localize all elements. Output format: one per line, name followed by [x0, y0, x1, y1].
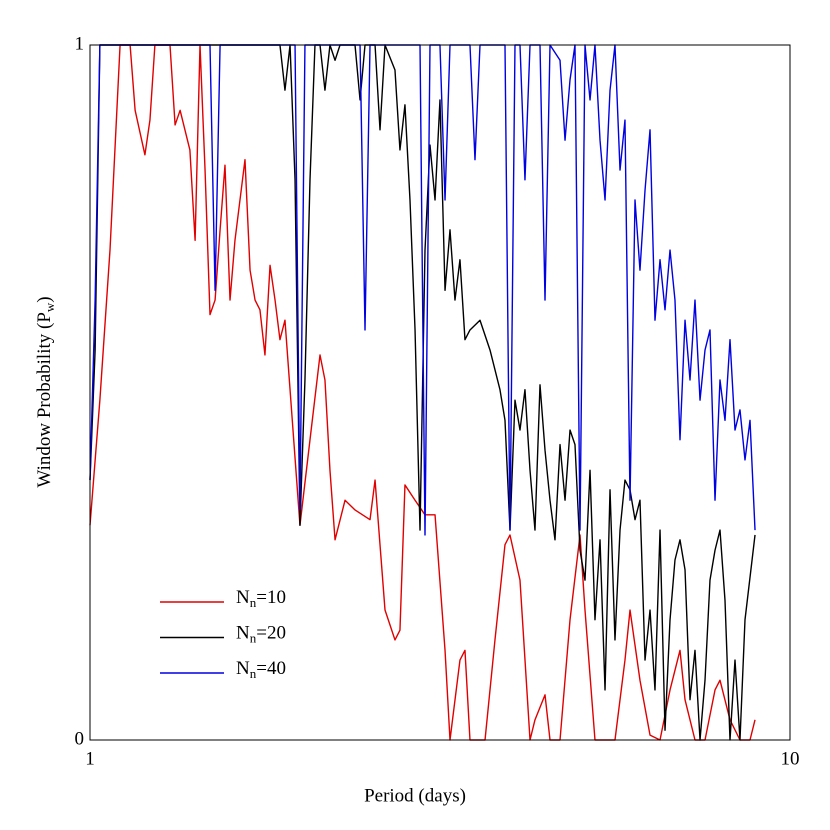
- legend-label: Nn=10: [236, 587, 286, 610]
- series-line: [89, 44, 756, 741]
- y-axis-label: Window Probability (Pw): [34, 296, 57, 487]
- y-tick-label: 0: [75, 728, 85, 749]
- y-tick-label: 1: [75, 33, 85, 54]
- x-axis-label: Period (days): [364, 785, 466, 806]
- x-tick-label: 1: [85, 748, 95, 769]
- legend-label: Nn=40: [236, 658, 286, 681]
- plot-frame: [89, 44, 791, 741]
- legend-label: Nn=20: [236, 623, 286, 646]
- x-tick-label: 10: [781, 748, 800, 769]
